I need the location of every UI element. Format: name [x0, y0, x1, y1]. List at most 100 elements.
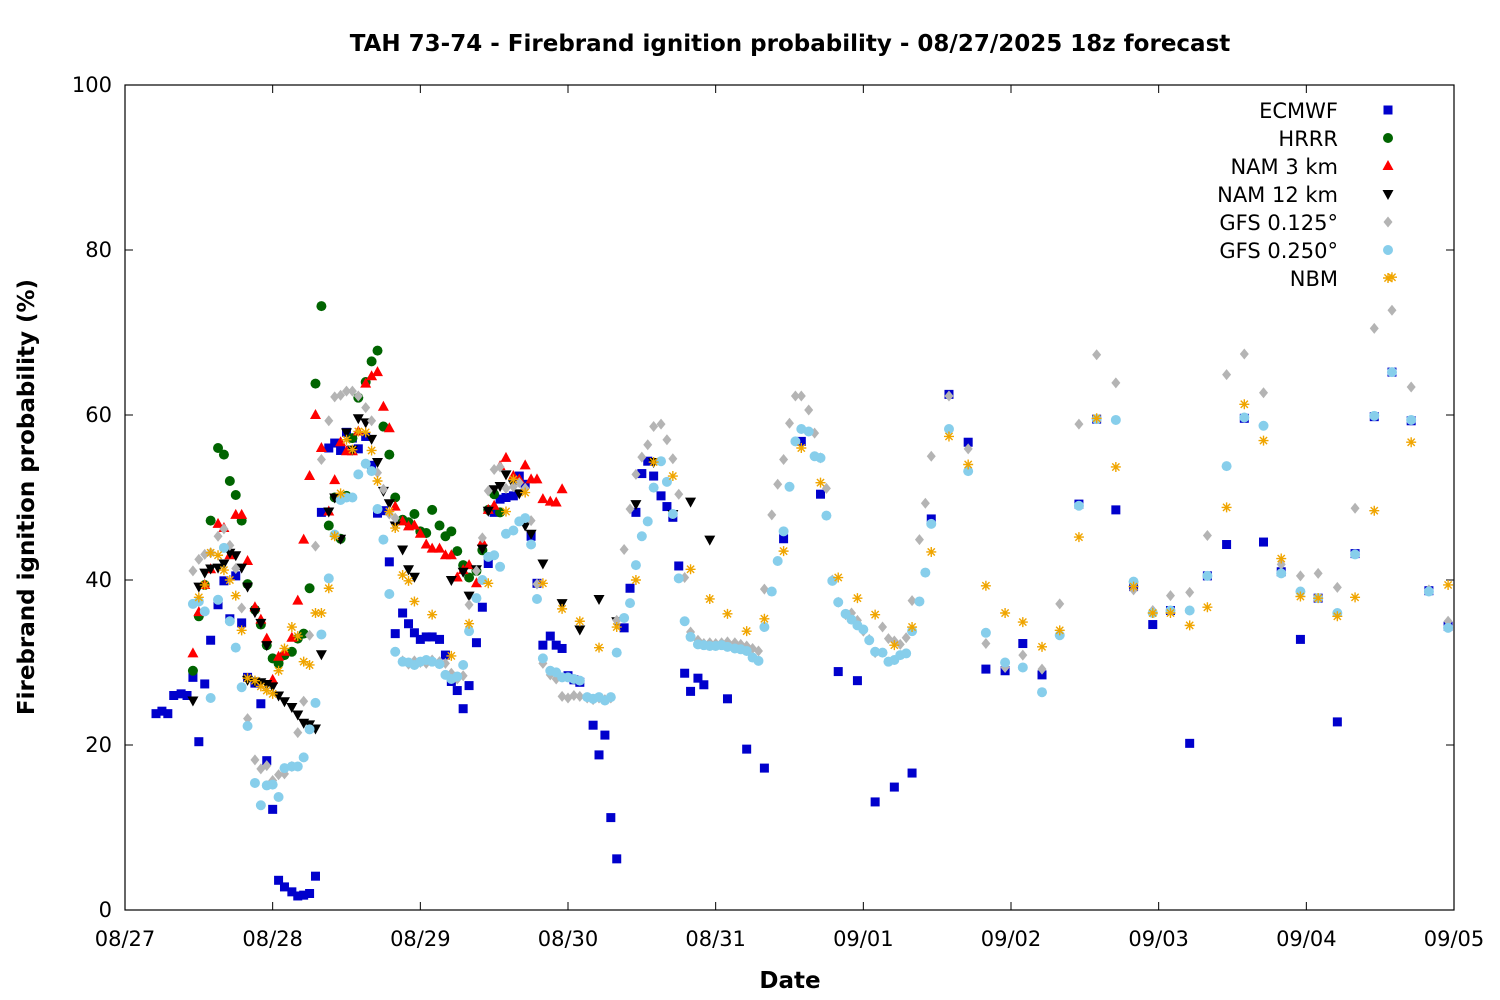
data-point	[218, 542, 229, 553]
data-point	[193, 592, 204, 603]
data-point	[1295, 570, 1305, 582]
data-point	[963, 459, 974, 470]
x-tick-label: 09/03	[1128, 927, 1189, 951]
data-point	[323, 507, 335, 518]
data-point	[1073, 500, 1084, 511]
data-point	[1258, 435, 1269, 446]
data-point	[273, 658, 284, 669]
data-point	[870, 797, 880, 807]
data-point	[557, 690, 567, 702]
data-point	[556, 483, 568, 494]
data-point	[537, 653, 548, 664]
data-point	[643, 439, 653, 451]
data-point	[772, 556, 783, 567]
data-point	[299, 890, 309, 900]
data-point	[347, 385, 357, 397]
data-point	[434, 520, 445, 531]
data-point	[408, 572, 420, 583]
data-point	[274, 769, 284, 781]
data-point	[1369, 322, 1379, 334]
data-point	[1054, 625, 1065, 636]
data-point	[452, 686, 462, 696]
y-tick-label: 60	[85, 403, 112, 427]
data-point	[489, 550, 500, 561]
data-point	[353, 390, 363, 402]
data-point	[151, 709, 161, 719]
data-point	[366, 466, 377, 477]
data-point	[1313, 567, 1323, 579]
data-point	[304, 724, 315, 735]
data-point	[458, 659, 469, 670]
data-point	[236, 625, 247, 636]
data-point	[415, 634, 425, 644]
data-point	[1387, 304, 1397, 316]
data-point	[390, 629, 400, 639]
data-point	[1037, 663, 1047, 675]
data-point	[606, 813, 616, 823]
data-point	[785, 417, 794, 429]
data-point	[821, 510, 832, 521]
data-point	[494, 481, 506, 492]
series-2	[187, 366, 568, 684]
data-point	[637, 469, 647, 479]
data-point	[500, 470, 512, 481]
data-point	[390, 523, 401, 534]
data-point	[1386, 272, 1397, 283]
data-point	[1259, 387, 1269, 399]
data-point	[200, 548, 210, 560]
data-point	[464, 626, 475, 637]
data-point	[943, 431, 954, 442]
data-point	[1276, 568, 1287, 579]
data-point	[420, 538, 432, 549]
data-point	[347, 492, 358, 503]
data-point	[299, 695, 309, 707]
legend: ECMWF HRRR NAM 3 km NAM 12 km GFS 0.125° GFS …	[1217, 99, 1394, 291]
data-point	[237, 602, 247, 614]
data-point	[464, 599, 474, 611]
data-point	[625, 583, 635, 593]
data-point	[298, 533, 310, 544]
data-point	[1073, 532, 1084, 543]
data-point	[267, 779, 278, 790]
data-point	[292, 631, 303, 642]
data-point	[1037, 687, 1048, 698]
data-point	[648, 482, 659, 493]
data-point	[324, 415, 334, 427]
data-point	[963, 443, 973, 455]
data-point	[864, 635, 875, 646]
data-point	[1350, 549, 1361, 560]
data-point	[501, 493, 511, 502]
data-point	[286, 622, 297, 633]
data-point	[205, 564, 217, 575]
data-point	[901, 648, 912, 659]
data-point	[679, 616, 690, 627]
data-point	[316, 301, 327, 312]
data-point	[1258, 420, 1269, 431]
data-point	[501, 482, 511, 494]
data-point	[963, 466, 974, 477]
data-point	[1111, 377, 1121, 389]
data-point	[889, 782, 899, 792]
data-point	[790, 390, 800, 402]
data-point	[1184, 605, 1195, 616]
x-axis-label: Date	[759, 968, 820, 994]
data-point	[230, 490, 241, 501]
data-point	[279, 643, 290, 654]
data-point	[249, 777, 260, 788]
data-point	[779, 454, 789, 466]
data-point	[218, 449, 229, 460]
data-point	[218, 565, 229, 576]
data-point	[205, 515, 216, 526]
data-point	[674, 561, 684, 571]
x-tick-label: 08/30	[538, 927, 599, 951]
data-point	[1165, 590, 1175, 602]
data-point	[852, 676, 862, 686]
data-point	[279, 882, 289, 892]
data-point	[575, 690, 585, 702]
data-point	[1295, 591, 1306, 602]
data-point	[1443, 579, 1454, 590]
data-point	[1000, 657, 1011, 668]
data-point	[557, 643, 567, 653]
x-tick-label: 09/05	[1424, 927, 1485, 951]
data-point	[1184, 620, 1195, 631]
